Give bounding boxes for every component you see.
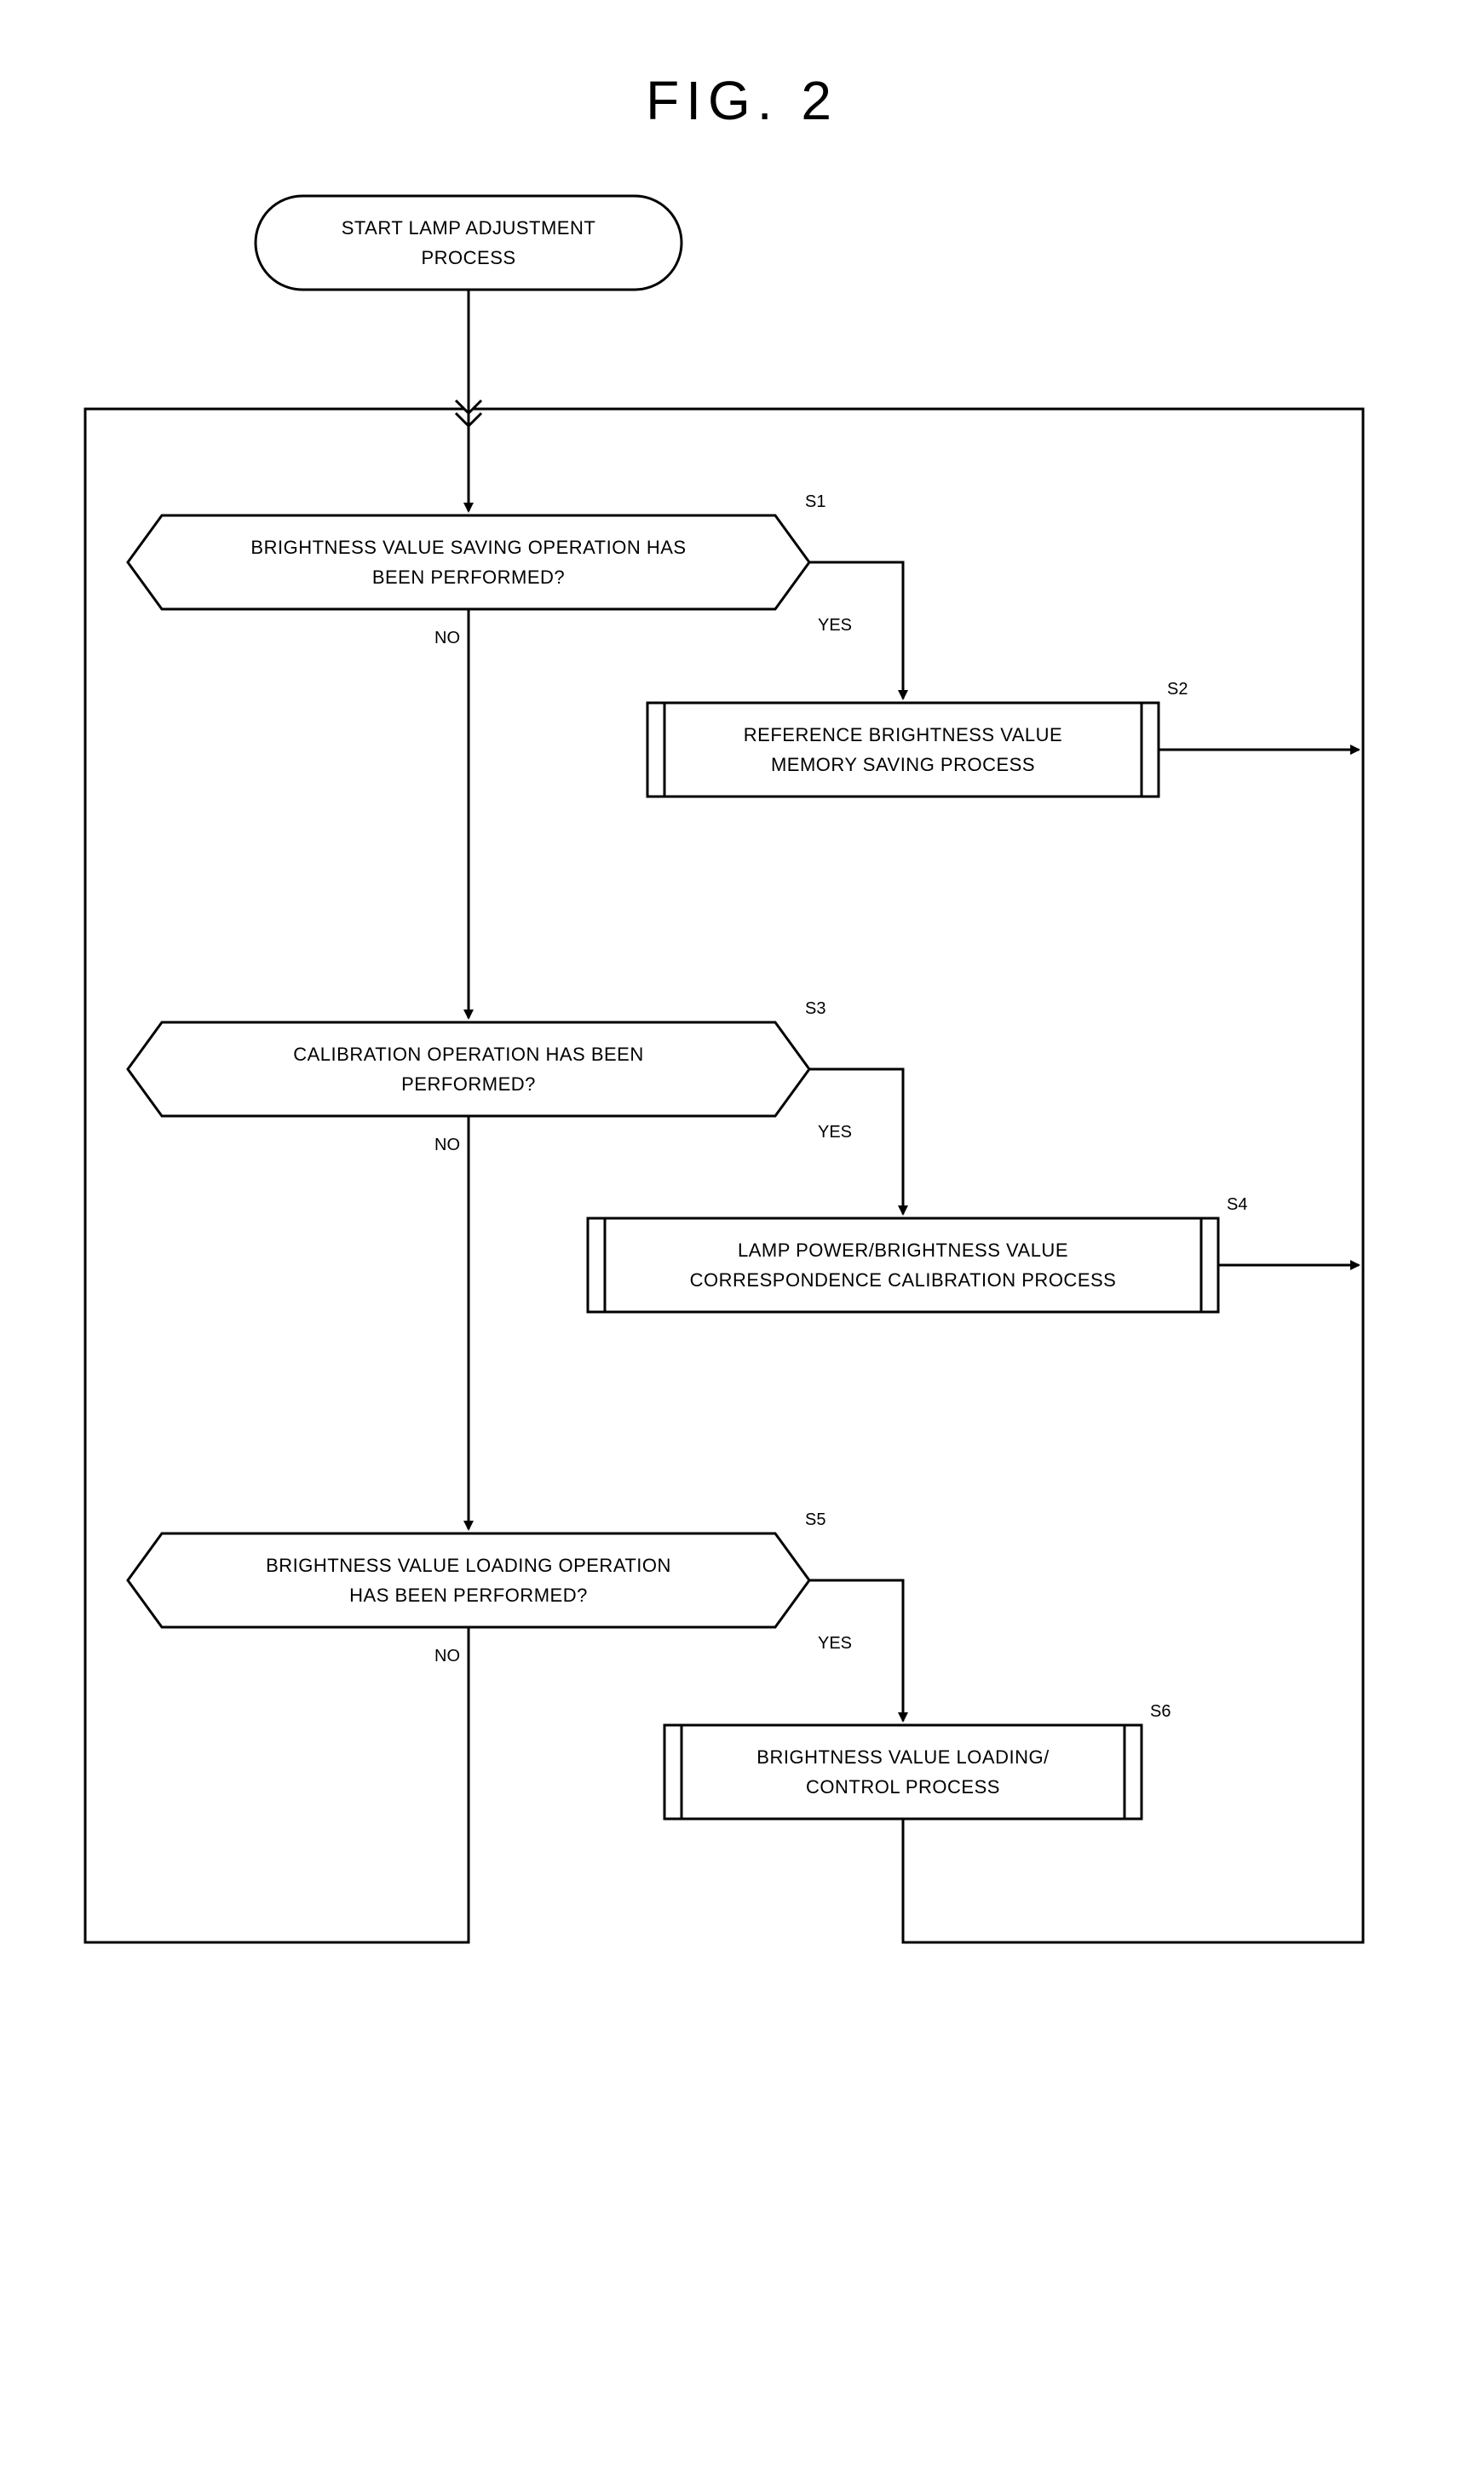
s6-line1: BRIGHTNESS VALUE LOADING/: [756, 1746, 1050, 1768]
s4-line1: LAMP POWER/BRIGHTNESS VALUE: [738, 1240, 1068, 1261]
start-line2: PROCESS: [421, 247, 515, 268]
s6-id: S6: [1150, 1702, 1171, 1721]
s5-line1: BRIGHTNESS VALUE LOADING OPERATION: [266, 1555, 671, 1576]
s3-no: NO: [434, 1136, 460, 1154]
start-node: START LAMP ADJUSTMENT PROCESS: [256, 196, 682, 290]
start-line1: START LAMP ADJUSTMENT: [342, 217, 596, 239]
s3-yes: YES: [818, 1123, 852, 1142]
s5-yes: YES: [818, 1634, 852, 1653]
s4-id: S4: [1227, 1195, 1247, 1214]
decision-s3: CALIBRATION OPERATION HAS BEEN PERFORMED…: [128, 999, 852, 1154]
s1-no: NO: [434, 629, 460, 647]
s2-line2: MEMORY SAVING PROCESS: [771, 754, 1035, 775]
s1-line2: BEEN PERFORMED?: [372, 567, 565, 588]
process-s6: BRIGHTNESS VALUE LOADING/ CONTROL PROCES…: [664, 1702, 1171, 1819]
s5-line2: HAS BEEN PERFORMED?: [349, 1585, 588, 1606]
s4-line2: CORRESPONDENCE CALIBRATION PROCESS: [690, 1269, 1117, 1291]
s3-id: S3: [805, 999, 825, 1018]
decision-s1: BRIGHTNESS VALUE SAVING OPERATION HAS BE…: [128, 492, 852, 647]
s1-line1: BRIGHTNESS VALUE SAVING OPERATION HAS: [250, 537, 686, 558]
flowchart-diagram: FIG. 2 START LAMP ADJUSTMENT PROCESS BRI…: [34, 34, 1450, 2434]
s1-yes: YES: [818, 616, 852, 635]
figure-title: FIG. 2: [646, 70, 838, 131]
s3-line2: PERFORMED?: [401, 1073, 536, 1095]
s1-id: S1: [805, 492, 825, 511]
s2-id: S2: [1167, 680, 1188, 699]
s2-line1: REFERENCE BRIGHTNESS VALUE: [744, 724, 1062, 745]
decision-s5: BRIGHTNESS VALUE LOADING OPERATION HAS B…: [128, 1510, 852, 1665]
s5-id: S5: [805, 1510, 825, 1529]
process-s2: REFERENCE BRIGHTNESS VALUE MEMORY SAVING…: [647, 680, 1188, 797]
s5-no: NO: [434, 1647, 460, 1665]
s6-line2: CONTROL PROCESS: [806, 1776, 1000, 1798]
s3-line1: CALIBRATION OPERATION HAS BEEN: [293, 1044, 643, 1065]
process-s4: LAMP POWER/BRIGHTNESS VALUE CORRESPONDEN…: [588, 1195, 1247, 1312]
